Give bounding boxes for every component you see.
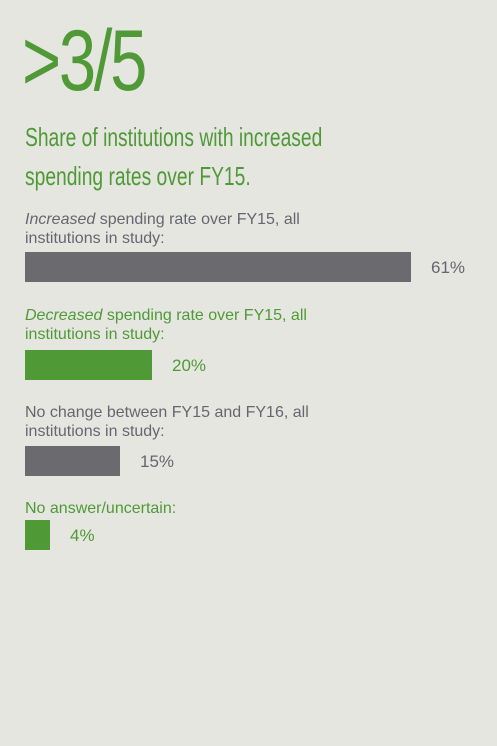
bar-value-label-4: 4% <box>70 526 95 545</box>
bar-label-4: No answer/uncertain: <box>25 499 176 518</box>
bar-label-line-2: institutions in study: <box>25 423 165 440</box>
bar-3 <box>25 446 120 476</box>
bar-label-3: No change between FY15 and FY16, all inst… <box>25 403 309 441</box>
bar-1 <box>25 252 411 282</box>
bar-value-label-2: 20% <box>172 356 207 375</box>
bar-label-line-1: No change between FY15 and FY16, all <box>25 403 309 422</box>
bar-label-1: Increased spending rate over FY15, all in… <box>25 210 300 248</box>
subtitle-line-1: Share of institutions with increased <box>25 122 323 152</box>
bar-label-text: No change between FY15 and FY16, all <box>25 404 309 421</box>
bar-label-2: Decreased spending rate over FY15, all in… <box>25 306 307 344</box>
bar-label-text: spending rate over FY15, all <box>95 211 300 228</box>
chart-subtitle: Share of institutions with increased spe… <box>25 118 322 196</box>
bar-label-line-1: Decreased spending rate over FY15, all <box>25 306 307 325</box>
headline-stat: >3/5 <box>22 13 147 109</box>
bar-2 <box>25 350 152 380</box>
bar-label-line-1: Increased spending rate over FY15, all <box>25 210 300 229</box>
bar-label-line-2: institutions in study: <box>25 326 165 343</box>
bar-label-line-2: institutions in study: <box>25 230 165 247</box>
bar-label-emphasis: Decreased <box>25 307 103 324</box>
bar-label-line-1: No answer/uncertain: <box>25 499 176 518</box>
bar-label-text: spending rate over FY15, all <box>102 307 307 324</box>
subtitle-line-2: spending rates over FY15. <box>25 161 251 191</box>
bar-4 <box>25 520 50 550</box>
bar-label-emphasis: Increased <box>25 211 96 228</box>
bar-value-label-1: 61% <box>431 258 466 277</box>
bar-label-text: No answer/uncertain: <box>25 500 177 517</box>
bar-value-label-3: 15% <box>140 452 175 471</box>
